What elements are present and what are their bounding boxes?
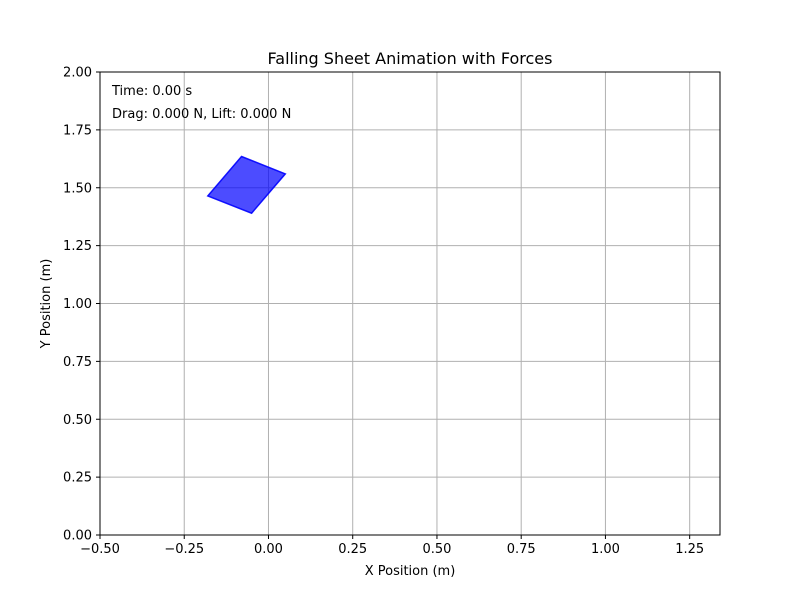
y-tick-label: 1.00 — [63, 297, 92, 312]
x-tick-label: 1.00 — [591, 542, 620, 557]
forces-annotation: Drag: 0.000 N, Lift: 0.000 N — [112, 107, 291, 122]
chart-title: Falling Sheet Animation with Forces — [268, 49, 553, 68]
x-tick-label: 1.25 — [675, 542, 704, 557]
x-tick-label: 0.75 — [507, 542, 536, 557]
ticks: −0.50 −0.25 0.00 0.25 0.50 0.75 1.00 1.25 0.00 0.… — [63, 66, 704, 558]
y-tick-label: 0.75 — [63, 355, 92, 370]
falling-sheet — [206, 155, 287, 215]
x-tick-label: −0.50 — [80, 542, 120, 557]
y-tick-label: 1.50 — [63, 181, 92, 196]
time-annotation: Time: 0.00 s — [111, 84, 192, 99]
x-tick-label: 0.25 — [338, 542, 367, 557]
plot-data — [206, 155, 287, 215]
x-tick-label: 0.00 — [254, 542, 283, 557]
y-tick-label: 0.25 — [63, 471, 92, 486]
y-tick-label: 0.50 — [63, 413, 92, 428]
y-tick-label: 1.25 — [63, 239, 92, 254]
x-axis-label: X Position (m) — [365, 564, 456, 579]
y-axis-label: Y Position (m) — [39, 259, 54, 350]
y-tick-label: 2.00 — [63, 66, 92, 81]
y-tick-label: 0.00 — [63, 529, 92, 544]
x-tick-label: −0.25 — [164, 542, 204, 557]
y-tick-label: 1.75 — [63, 123, 92, 138]
x-tick-label: 0.50 — [422, 542, 451, 557]
